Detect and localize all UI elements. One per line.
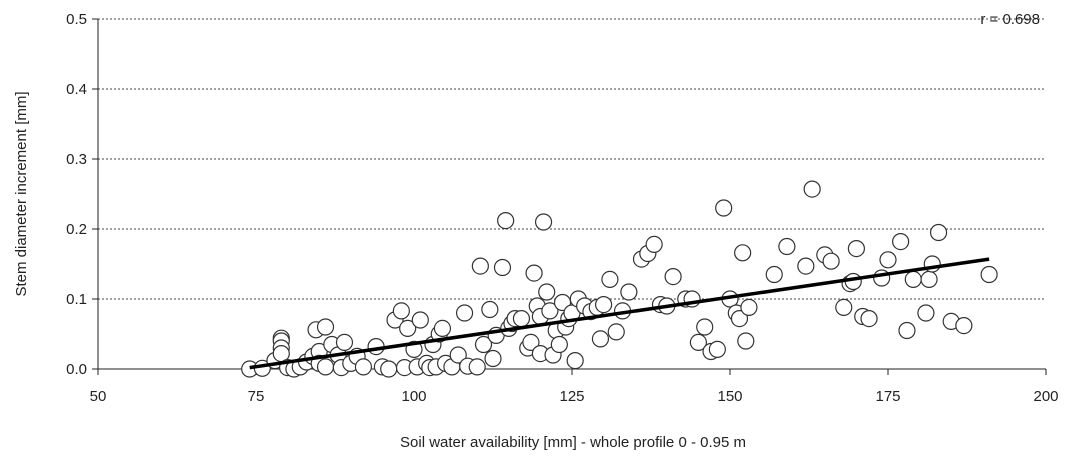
scatter-point [484, 349, 502, 368]
scatter-point [715, 199, 733, 217]
scatter-point [380, 360, 398, 378]
scatter-point [778, 237, 796, 256]
scatter-point [538, 283, 556, 301]
x-axis-title: Soil water availability [mm] - whole pro… [400, 434, 746, 451]
scatter-point [468, 358, 486, 376]
data-points [241, 180, 998, 378]
scatter-point [929, 223, 948, 242]
scatter-point [566, 352, 584, 370]
scatter-point [904, 270, 922, 288]
trendline-group [249, 257, 990, 370]
scatter-point [335, 333, 354, 351]
x-tick-label: 75 [248, 388, 265, 405]
scatter-point [481, 300, 499, 319]
scatter-point [892, 233, 910, 251]
y-axis-ticks: 0.0 0.1 0.2 0.3 0.4 0.5 [66, 11, 98, 378]
y-tick-label: 0.5 [66, 11, 87, 28]
scatter-point [512, 310, 531, 328]
scatter-point [525, 264, 543, 282]
y-tick-label: 0.3 [66, 151, 87, 168]
scatter-point [392, 302, 410, 320]
scatter-point [734, 244, 752, 262]
y-tick-label: 0.2 [66, 221, 87, 238]
scatter-point [316, 318, 335, 336]
scatter-point [455, 304, 474, 322]
scatter-point [316, 358, 335, 376]
scatter-point [550, 335, 568, 354]
scatter-point [835, 298, 853, 316]
y-tick-label: 0.4 [66, 81, 87, 98]
scatter-point [803, 180, 821, 198]
scatter-point [708, 340, 726, 358]
scatter-point [522, 333, 540, 351]
scatter-point [601, 270, 619, 288]
scatter-point [955, 317, 973, 335]
scatter-point [620, 283, 638, 301]
scatter-point [797, 257, 815, 275]
scatter-point [920, 270, 938, 288]
scatter-point [860, 310, 878, 328]
trendline [249, 257, 990, 370]
correlation-annotation: r = 0.698 [980, 11, 1040, 28]
scatter-point [433, 319, 452, 337]
scatter-point [980, 265, 998, 284]
scatter-point [696, 318, 714, 336]
x-tick-label: 100 [401, 388, 426, 405]
x-tick-label: 125 [559, 388, 584, 405]
scatter-point [541, 302, 559, 320]
scatter-point [471, 257, 489, 275]
x-tick-label: 150 [717, 388, 742, 405]
scatter-point [497, 212, 515, 230]
scatter-point [399, 319, 417, 337]
scatter-point [689, 333, 708, 351]
scatter-point [879, 251, 897, 269]
scatter-point [730, 310, 749, 328]
y-tick-label: 0.1 [66, 291, 87, 308]
scatter-point [664, 268, 682, 286]
scatter-point [765, 265, 783, 284]
scatter-point [534, 213, 553, 231]
x-tick-label: 175 [875, 388, 900, 405]
scatter-point [740, 298, 758, 316]
grid-lines [98, 18, 1046, 300]
scatter-point [591, 330, 610, 348]
scatter-point [737, 332, 755, 350]
x-tick-label: 200 [1033, 388, 1058, 405]
x-tick-label: 50 [90, 388, 107, 405]
scatter-point [917, 304, 935, 322]
scatter-point [847, 240, 866, 258]
scatter-point [822, 252, 840, 270]
y-tick-label: 0.0 [66, 361, 87, 378]
scatter-point [645, 235, 663, 253]
scatter-point [411, 311, 429, 329]
scatter-point [898, 321, 916, 340]
y-axis-title: Stem diameter increment [mm] [13, 91, 30, 296]
scatter-point [449, 346, 467, 364]
scatter-point [354, 358, 373, 376]
scatter-point [474, 335, 493, 354]
scatter-point [493, 258, 512, 277]
x-axis-ticks: 50 75 100 125 150 175 200 [90, 369, 1059, 405]
scatter-point [594, 296, 613, 314]
scatter-point [607, 323, 625, 341]
